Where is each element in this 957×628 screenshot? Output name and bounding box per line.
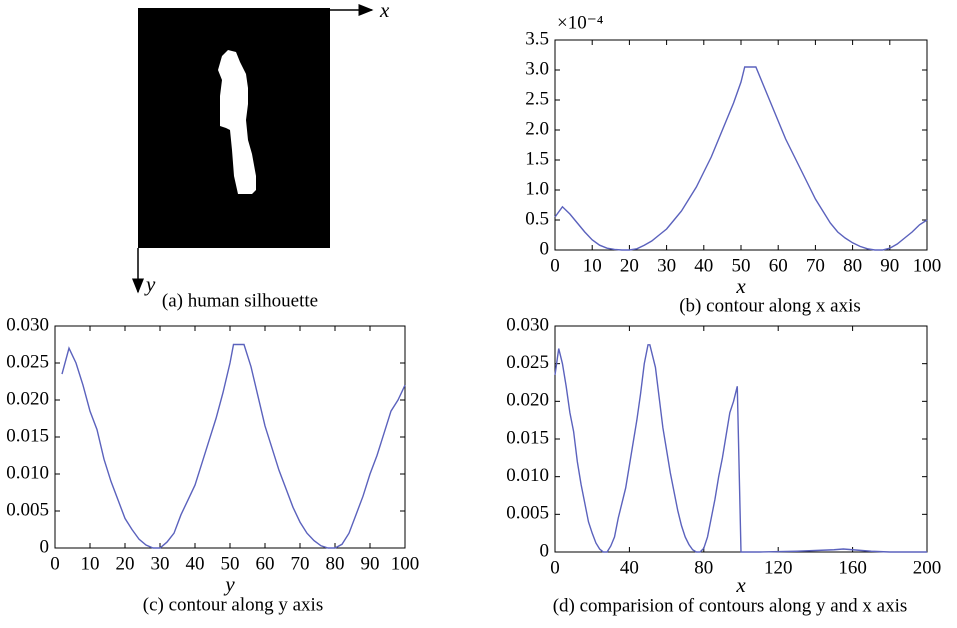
x-tick-label: 100 [913,255,942,276]
x-tick-label: 20 [116,553,135,574]
x-tick-label: 30 [657,255,676,276]
x-tick-label: 90 [361,553,380,574]
x-tick-label: 200 [913,557,942,578]
y-tick-label: 0 [540,540,550,561]
y-tick-label: 0.005 [506,503,549,524]
caption: (b) contour along x axis [679,295,861,316]
x-tick-label: 0 [550,255,560,276]
x-tick-label: 80 [326,553,345,574]
x-tick-label: 10 [583,255,602,276]
plot-frame [554,325,928,553]
y-tick-label: 1.5 [525,148,549,169]
y-tick-label: 0.030 [6,314,49,335]
x-tick-label: 120 [764,557,793,578]
caption: (c) contour along y axis [143,594,323,615]
x-tick-label: 50 [732,255,751,276]
x-tick-label: 30 [151,553,170,574]
y-tick-label: 2.0 [525,118,549,139]
y-tick-label: 0.020 [6,388,49,409]
x-axis-label: x [735,573,746,597]
plot-frame [554,39,928,251]
x-axis-label: x [735,274,746,298]
data-line [554,66,928,251]
caption: (d) comparision of contours along y and … [553,595,908,616]
x-tick-label: 40 [186,553,205,574]
y-tick-label: 3.0 [525,58,549,79]
x-arrow-label: x [379,0,390,22]
y-arrow-label: y [144,272,156,296]
x-tick-label: 40 [694,255,713,276]
exponent-label: ×10⁻⁴ [557,12,604,33]
y-tick-label: 3.5 [525,28,549,49]
x-tick-label: 100 [391,553,420,574]
x-tick-label: 10 [81,553,100,574]
x-tick-label: 60 [256,553,275,574]
y-tick-label: 0.010 [506,465,549,486]
x-tick-label: 70 [806,255,825,276]
x-axis-label: y [223,572,235,596]
x-tick-label: 80 [694,557,713,578]
y-tick-label: 0.025 [506,352,549,373]
y-tick-label: 0.5 [525,208,549,229]
y-tick-label: 0.015 [6,425,49,446]
x-tick-label: 40 [620,557,639,578]
x-tick-label: 0 [50,553,60,574]
x-tick-label: 160 [838,557,867,578]
y-tick-label: 0.010 [6,462,49,483]
x-tick-label: 20 [620,255,639,276]
silhouette-shape [218,50,256,194]
x-tick-label: 60 [769,255,788,276]
y-tick-label: 0 [40,536,50,557]
x-tick-label: 0 [550,557,560,578]
x-tick-label: 50 [221,553,240,574]
y-tick-label: 0.030 [506,314,549,335]
y-tick-label: 1.0 [525,178,549,199]
x-tick-label: 80 [843,255,862,276]
y-tick-label: 0 [540,238,550,259]
y-tick-label: 0.005 [6,499,49,520]
y-tick-label: 0.020 [506,390,549,411]
data-line [61,343,406,549]
x-tick-label: 90 [880,255,899,276]
caption: (a) human silhouette [162,290,318,311]
x-tick-label: 70 [291,553,310,574]
y-tick-label: 0.015 [506,427,549,448]
y-tick-label: 2.5 [525,88,549,109]
y-tick-label: 0.025 [6,351,49,372]
data-line [554,344,927,553]
